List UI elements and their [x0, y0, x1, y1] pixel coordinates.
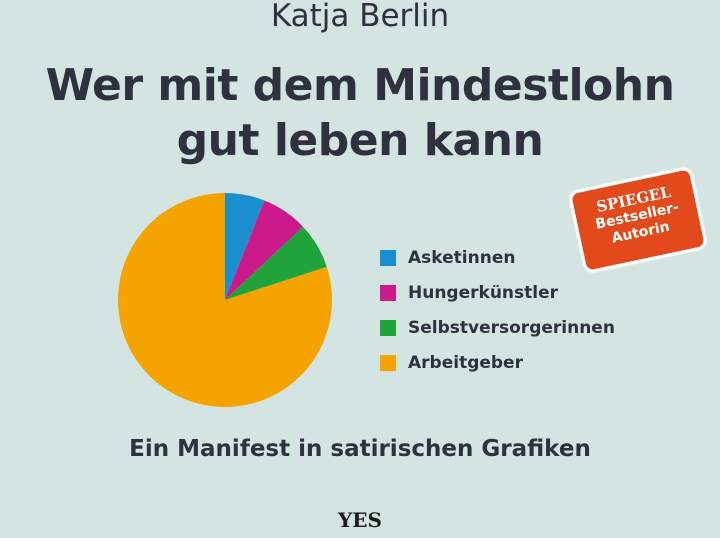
legend-swatch	[380, 284, 396, 301]
author-name: Katja Berlin	[270, 0, 450, 34]
title-line-1: Wer mit dem Mindestlohn	[45, 60, 675, 111]
legend-label: Hungerkünstler	[408, 282, 559, 303]
legend-label: Asketinnen	[408, 247, 516, 268]
legend-item: Selbstversorgerinnen	[380, 310, 615, 345]
legend-swatch	[380, 319, 396, 336]
publisher-logo: YES	[338, 508, 382, 532]
pie-slice-selbstversorgerinnen	[225, 226, 327, 300]
legend-label: Arbeitgeber	[408, 352, 523, 373]
subtitle: Ein Manifest in satirischen Grafiken	[129, 436, 591, 462]
title-line-2: gut leben kann	[176, 115, 544, 166]
legend-item: Asketinnen	[380, 240, 615, 275]
pie-chart	[118, 193, 332, 407]
pie-slice-arbeitgeber	[118, 193, 332, 407]
legend-swatch	[380, 249, 396, 266]
pie-slice-hungerkünstler	[225, 200, 303, 300]
pie-slice-asketinnen	[225, 193, 265, 300]
legend: Asketinnen Hungerkünstler Selbstversorgeri…	[380, 240, 615, 380]
legend-swatch	[380, 354, 396, 371]
legend-label: Selbstversorgerinnen	[408, 317, 615, 338]
legend-item: Arbeitgeber	[380, 345, 615, 380]
bestseller-badge: SPIEGEL Bestseller- Autorin	[567, 165, 709, 275]
legend-item: Hungerkünstler	[380, 275, 615, 310]
